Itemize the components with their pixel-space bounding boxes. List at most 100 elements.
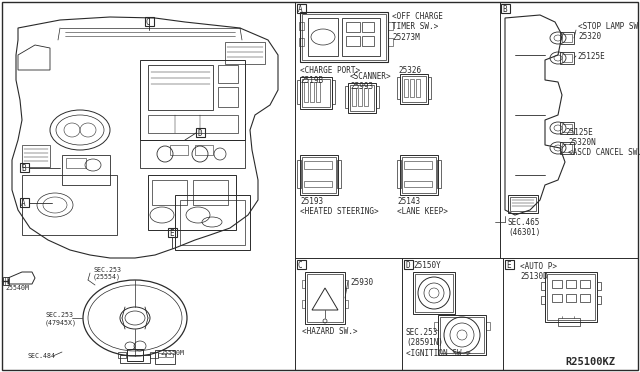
Bar: [305, 272, 345, 324]
Bar: [501, 4, 510, 13]
Bar: [342, 18, 380, 56]
Bar: [428, 77, 431, 99]
Bar: [560, 142, 574, 154]
Text: 25125E: 25125E: [565, 128, 593, 137]
Bar: [400, 155, 438, 195]
Bar: [580, 280, 590, 288]
Bar: [300, 77, 332, 109]
Bar: [547, 274, 595, 320]
Text: SEC.253
(28591N)
<IGNITION SW.>: SEC.253 (28591N) <IGNITION SW.>: [406, 328, 471, 358]
Bar: [299, 38, 304, 46]
Bar: [566, 280, 576, 288]
Bar: [402, 157, 436, 193]
Text: B: B: [502, 5, 507, 14]
Bar: [120, 355, 150, 363]
Bar: [297, 260, 306, 269]
Bar: [158, 353, 165, 357]
Bar: [397, 77, 400, 99]
Bar: [413, 272, 455, 314]
Text: D: D: [197, 129, 202, 138]
Bar: [150, 352, 158, 358]
Text: 25125E: 25125E: [577, 52, 605, 61]
Bar: [562, 124, 572, 132]
Text: A: A: [298, 5, 303, 14]
Bar: [152, 180, 187, 205]
Bar: [541, 282, 545, 290]
Bar: [404, 79, 408, 97]
Bar: [22, 175, 117, 235]
Bar: [175, 195, 250, 250]
Text: <CHARGE PORT>
2519B: <CHARGE PORT> 2519B: [300, 66, 360, 86]
Bar: [352, 88, 356, 106]
Text: <OFF CHARGE
TIMER SW.>
25273M: <OFF CHARGE TIMER SW.> 25273M: [392, 12, 443, 42]
Bar: [302, 300, 305, 308]
Bar: [545, 272, 597, 322]
Bar: [566, 294, 576, 302]
Bar: [304, 161, 332, 169]
Bar: [170, 145, 188, 155]
Bar: [145, 17, 154, 26]
Text: 25326: 25326: [398, 66, 421, 75]
Bar: [300, 12, 388, 62]
Text: <SCANNER>
25993: <SCANNER> 25993: [350, 72, 392, 92]
Bar: [302, 14, 386, 60]
Bar: [558, 318, 580, 326]
Bar: [180, 200, 245, 245]
Bar: [402, 76, 426, 102]
Bar: [580, 294, 590, 302]
Bar: [508, 195, 538, 213]
Text: D: D: [405, 261, 410, 270]
Bar: [302, 157, 336, 193]
Text: <AUTO P>
25130D: <AUTO P> 25130D: [520, 262, 557, 281]
Bar: [415, 274, 453, 312]
Text: R25100KZ: R25100KZ: [565, 357, 615, 367]
Bar: [397, 160, 401, 188]
Bar: [345, 86, 348, 108]
Text: SEC.253
(25554): SEC.253 (25554): [93, 267, 121, 280]
Bar: [66, 158, 86, 168]
Bar: [505, 260, 514, 269]
Bar: [118, 352, 126, 358]
Text: 25930: 25930: [350, 278, 373, 287]
Bar: [195, 145, 213, 155]
Text: <HAZARD SW.>: <HAZARD SW.>: [302, 327, 358, 336]
Bar: [3, 277, 9, 285]
Bar: [376, 86, 379, 108]
Bar: [560, 52, 574, 64]
Bar: [316, 82, 320, 102]
Bar: [302, 79, 330, 107]
Bar: [307, 274, 343, 322]
Text: 25193
<HEATED STEERING>: 25193 <HEATED STEERING>: [300, 197, 379, 217]
Bar: [438, 315, 486, 355]
Bar: [225, 42, 265, 64]
Bar: [148, 65, 213, 110]
Bar: [62, 155, 110, 185]
Bar: [404, 181, 432, 187]
Text: SEC.253
(47945X): SEC.253 (47945X): [45, 312, 77, 326]
Bar: [196, 128, 205, 137]
Bar: [552, 280, 562, 288]
Bar: [20, 198, 29, 207]
Bar: [166, 353, 173, 357]
Bar: [297, 160, 301, 188]
Bar: [362, 22, 374, 32]
Text: E: E: [506, 261, 511, 270]
Text: C: C: [298, 261, 303, 270]
Text: B: B: [21, 164, 26, 173]
Bar: [345, 300, 348, 308]
Bar: [302, 280, 305, 288]
Bar: [364, 88, 368, 106]
Bar: [304, 82, 308, 102]
Text: 25150Y: 25150Y: [413, 261, 441, 270]
Bar: [404, 161, 432, 169]
Bar: [300, 155, 338, 195]
Bar: [410, 79, 414, 97]
Bar: [140, 60, 245, 140]
Text: C: C: [146, 18, 150, 27]
Text: <STOP LAMP SW.>
25320: <STOP LAMP SW.> 25320: [578, 22, 640, 41]
Bar: [434, 322, 438, 330]
Bar: [348, 83, 376, 113]
Bar: [346, 36, 360, 46]
Bar: [155, 350, 175, 364]
Bar: [510, 197, 536, 211]
